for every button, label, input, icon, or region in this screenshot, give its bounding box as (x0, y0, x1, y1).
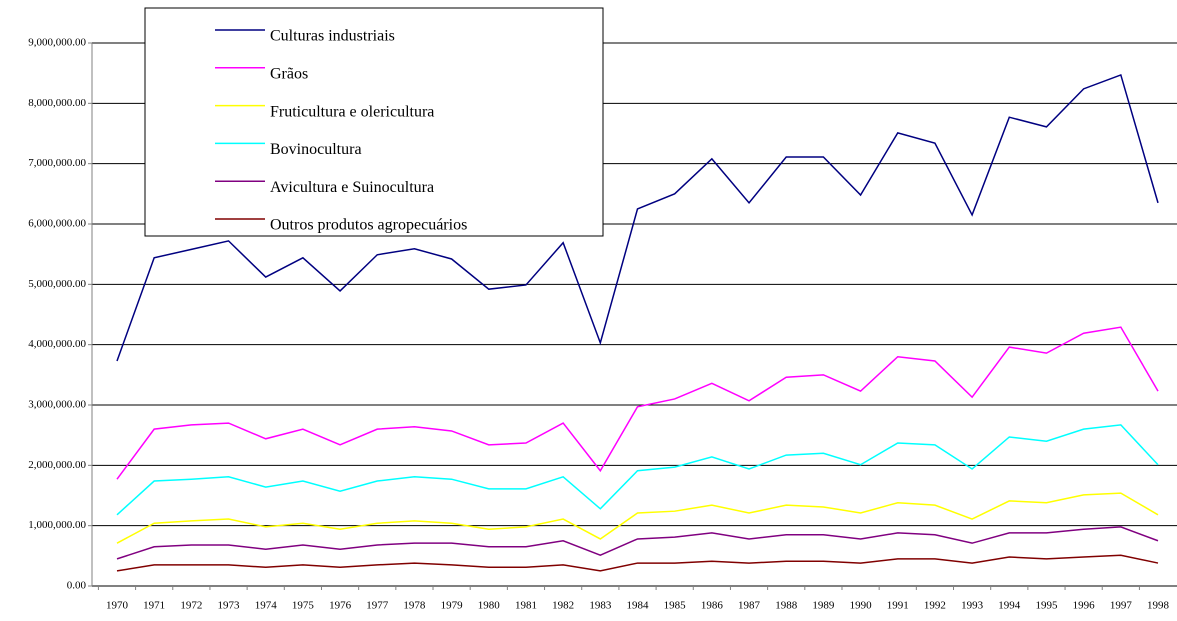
y-tick-label: 9,000,000.00 (28, 37, 86, 49)
x-tick-label: 1988 (775, 600, 798, 612)
x-tick-label: 1976 (329, 600, 352, 612)
legend-label: Outros produtos agropecuários (270, 217, 467, 234)
x-tick-label: 1989 (812, 600, 835, 612)
x-tick-label: 1990 (850, 600, 873, 612)
x-tick-label: 1975 (292, 600, 315, 612)
y-tick-label: 3,000,000.00 (28, 399, 86, 411)
legend-label: Grãos (270, 65, 308, 82)
x-tick-label: 1994 (998, 600, 1021, 612)
legend-label: Fruticultura e olericultura (270, 103, 434, 120)
x-tick-label: 1982 (552, 600, 574, 612)
y-tick-label: 1,000,000.00 (28, 519, 86, 531)
x-tick-label: 1981 (515, 600, 537, 612)
x-tick-label: 1997 (1110, 600, 1133, 612)
x-tick-label: 1995 (1035, 600, 1058, 612)
y-tick-label: 6,000,000.00 (28, 218, 86, 230)
y-tick-label: 0.00 (67, 580, 87, 592)
y-tick-label: 4,000,000.00 (28, 338, 86, 350)
y-tick-label: 5,000,000.00 (28, 278, 86, 290)
x-tick-label: 1979 (441, 600, 464, 612)
x-tick-label: 1978 (403, 600, 426, 612)
series-line (116, 554, 1159, 572)
x-tick-label: 1973 (218, 600, 241, 612)
x-tick-label: 1991 (887, 600, 909, 612)
x-tick-label: 1992 (924, 600, 946, 612)
y-tick-label: 7,000,000.00 (28, 157, 86, 169)
series-line (116, 73, 1159, 362)
series-line (116, 424, 1159, 516)
series-line (116, 326, 1159, 480)
series-line (116, 526, 1159, 560)
x-tick-label: 1998 (1147, 600, 1170, 612)
x-tick-label: 1984 (627, 600, 650, 612)
x-tick-label: 1983 (589, 600, 612, 612)
legend-label: Culturas industriais (270, 28, 395, 45)
legend-label: Bovinocultura (270, 141, 362, 158)
legend-box (144, 7, 604, 237)
x-tick-label: 1977 (366, 600, 389, 612)
series-line (116, 492, 1159, 544)
y-tick-label: 2,000,000.00 (28, 459, 86, 471)
x-tick-label: 1970 (106, 600, 129, 612)
legend-label: Avicultura e Suinocultura (270, 179, 434, 196)
x-tick-label: 1986 (701, 600, 724, 612)
x-tick-label: 1972 (180, 600, 202, 612)
x-tick-label: 1971 (143, 600, 165, 612)
x-tick-label: 1974 (255, 600, 278, 612)
x-tick-label: 1996 (1073, 600, 1096, 612)
x-tick-label: 1987 (738, 600, 761, 612)
x-tick-label: 1980 (478, 600, 501, 612)
x-tick-label: 1985 (664, 600, 687, 612)
y-tick-label: 8,000,000.00 (28, 97, 86, 109)
x-tick-label: 1993 (961, 600, 984, 612)
